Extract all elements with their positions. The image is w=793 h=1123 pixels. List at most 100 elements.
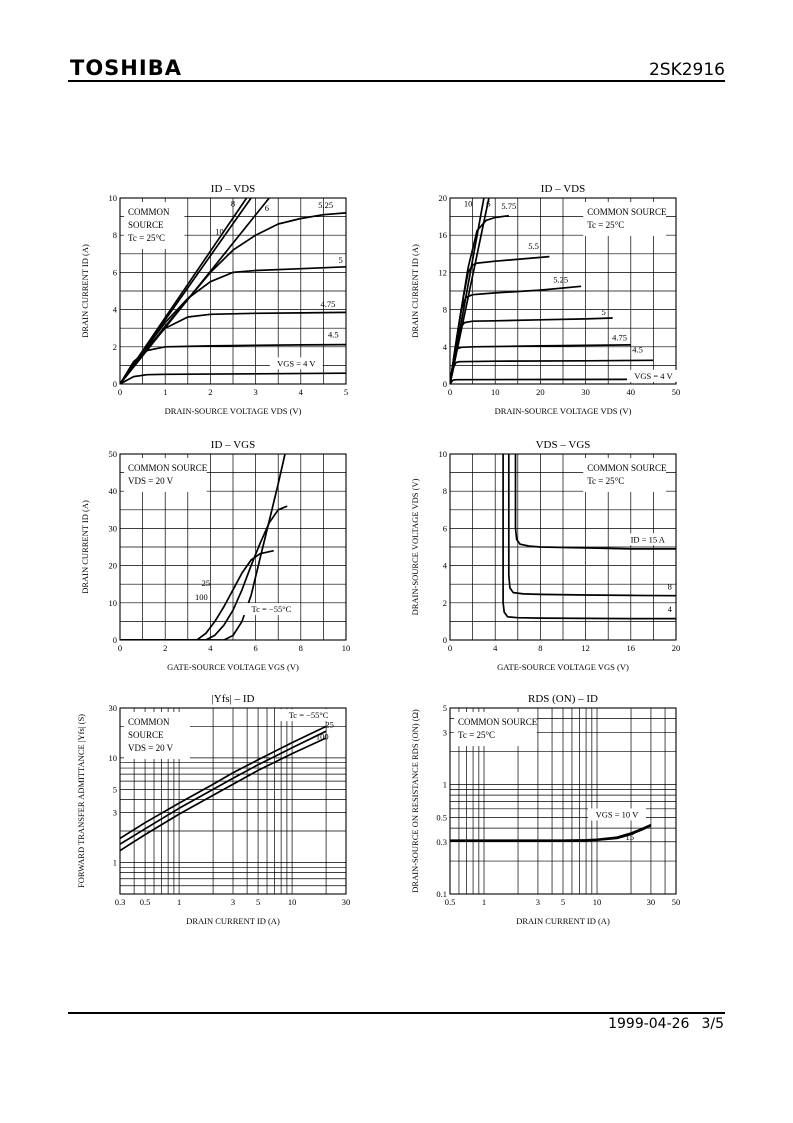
x-tick-label: 0 bbox=[118, 387, 122, 397]
boxed-label-bg bbox=[269, 357, 323, 370]
y-tick-label: 0 bbox=[443, 635, 447, 645]
y-tick-label: 12 bbox=[439, 267, 448, 277]
y-tick-label: 0.3 bbox=[436, 837, 447, 847]
boxed-label-bg bbox=[279, 709, 338, 722]
x-axis-label: DRAIN CURRENT ID (A) bbox=[516, 916, 610, 926]
footer-date: 1999-04-26 bbox=[608, 1016, 690, 1032]
y-tick-label: 1 bbox=[113, 858, 117, 868]
y-tick-label: 3 bbox=[113, 808, 117, 818]
curve-label: 10 bbox=[215, 226, 224, 236]
x-tick-label: 8 bbox=[538, 643, 542, 653]
boxed-series-label: Tc = −55°C bbox=[252, 604, 292, 614]
x-tick-label: 4 bbox=[299, 387, 304, 397]
x-tick-label: 30 bbox=[647, 897, 656, 907]
grid bbox=[120, 454, 346, 640]
y-axis-label: DRAIN CURRENT ID (A) bbox=[410, 244, 420, 338]
x-tick-label: 10 bbox=[288, 897, 297, 907]
chart-title: VDS – VGS bbox=[536, 439, 591, 451]
annotation-line: Tc = 25°C bbox=[128, 233, 165, 243]
footer-rule bbox=[68, 1012, 725, 1014]
boxed-label-bg bbox=[587, 808, 646, 821]
curve-label: 4 bbox=[668, 604, 673, 614]
series-line bbox=[450, 359, 654, 384]
x-tick-label: 10 bbox=[491, 387, 500, 397]
curve-label: 5.75 bbox=[501, 201, 516, 211]
y-tick-label: 4 bbox=[443, 561, 448, 571]
curve-label: 15 bbox=[626, 832, 635, 842]
series-line bbox=[507, 454, 676, 597]
series-line bbox=[514, 454, 676, 550]
boxed-series-label: VGS = 10 V bbox=[596, 809, 640, 819]
plot-frame bbox=[449, 453, 677, 641]
series-line bbox=[120, 372, 346, 384]
series-line bbox=[120, 730, 327, 845]
y-tick-label: 10 bbox=[109, 753, 118, 763]
y-tick-label: 4 bbox=[443, 342, 448, 352]
x-tick-label: 20 bbox=[536, 387, 545, 397]
curve-label: 5 bbox=[338, 255, 342, 265]
boxed-series-label: VGS = 4 V bbox=[277, 358, 316, 368]
x-tick-label: 3 bbox=[253, 387, 257, 397]
chart-vds-vgs: COMMON SOURCE Tc = 25°C 8 4 ID = 15 A 0 4 8 12 16… bbox=[410, 439, 680, 672]
x-axis-label: GATE-SOURCE VOLTAGE VGS (V) bbox=[497, 662, 629, 672]
y-axis-label: FORWARD TRANSFER ADMITTANCE |Yfs| (S) bbox=[76, 714, 86, 888]
x-tick-label: 4 bbox=[208, 643, 213, 653]
series-line bbox=[450, 344, 631, 384]
chart-title: ID – VDS bbox=[541, 183, 585, 195]
series-line bbox=[502, 454, 676, 620]
curve-label: 6 bbox=[265, 203, 269, 213]
annotation-line: COMMON SOURCE bbox=[128, 463, 208, 473]
curve-label: 4.75 bbox=[320, 299, 335, 309]
x-tick-label: 3 bbox=[231, 897, 235, 907]
chart-body: COMMON SOURCE Tc = 25°C 10 6 5.75 5.5 5.25 5 4.7… bbox=[410, 183, 680, 416]
x-tick-label: 2 bbox=[208, 387, 212, 397]
chart-id-vds-high: COMMON SOURCE Tc = 25°C 10 6 5.75 5.5 5.25 5 4.7… bbox=[410, 183, 680, 416]
curve-label: 8 bbox=[231, 198, 235, 208]
y-tick-label: 2 bbox=[113, 342, 117, 352]
x-tick-label: 50 bbox=[672, 897, 681, 907]
y-axis-label: DRAIN CURRENT ID (A) bbox=[80, 244, 90, 338]
series-line bbox=[120, 454, 286, 640]
y-tick-label: 40 bbox=[109, 486, 118, 496]
footer: 1999-04-26 3/5 bbox=[596, 1016, 724, 1032]
x-tick-label: 12 bbox=[581, 643, 590, 653]
x-tick-label: 1 bbox=[177, 897, 181, 907]
y-axis-label: DRAIN CURRENT ID (A) bbox=[80, 500, 90, 594]
x-tick-label: 5 bbox=[344, 387, 348, 397]
footer-page: 3/5 bbox=[701, 1016, 724, 1032]
x-tick-label: 0.3 bbox=[115, 897, 126, 907]
curve-label: 5 bbox=[602, 307, 606, 317]
annotation-line: COMMON SOURCE bbox=[587, 207, 667, 217]
x-tick-label: 30 bbox=[342, 897, 351, 907]
x-tick-label: 0 bbox=[448, 387, 452, 397]
series-line bbox=[450, 825, 652, 842]
x-tick-label: 3 bbox=[536, 897, 540, 907]
y-tick-label: 8 bbox=[113, 230, 117, 240]
plot-frame bbox=[119, 453, 347, 641]
annotation-line: COMMON bbox=[128, 717, 170, 727]
plot-frame bbox=[449, 197, 677, 385]
y-tick-label: 6 bbox=[113, 267, 117, 277]
curve-label: 4.5 bbox=[328, 330, 339, 340]
y-tick-label: 0.5 bbox=[436, 812, 447, 822]
x-tick-label: 5 bbox=[561, 897, 565, 907]
y-tick-label: 50 bbox=[109, 449, 118, 459]
y-tick-label: 20 bbox=[109, 561, 118, 571]
annotation-line: VDS = 20 V bbox=[128, 743, 174, 753]
plot-frame bbox=[449, 707, 677, 895]
x-tick-label: 0.5 bbox=[140, 897, 151, 907]
boxed-series-label: Tc = −55°C bbox=[289, 710, 329, 720]
x-tick-label: 8 bbox=[299, 643, 303, 653]
x-tick-label: 2 bbox=[163, 643, 167, 653]
series-line bbox=[120, 505, 288, 640]
chart-title: |Yfs| – ID bbox=[212, 693, 255, 705]
x-tick-label: 0.5 bbox=[445, 897, 456, 907]
curve-label: 8 bbox=[668, 581, 672, 591]
grid bbox=[450, 198, 676, 384]
chart-title: ID – VGS bbox=[211, 439, 255, 451]
y-tick-label: 10 bbox=[109, 193, 118, 203]
